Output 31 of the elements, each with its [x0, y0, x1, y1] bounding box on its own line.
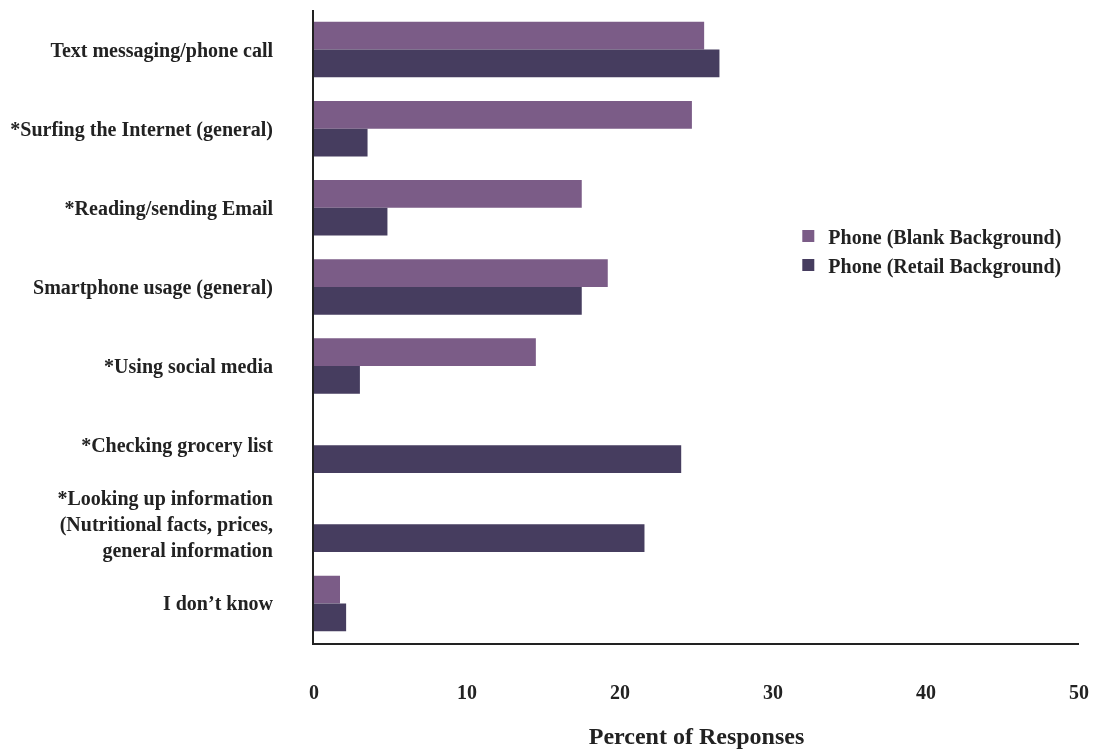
bar: [314, 575, 341, 604]
x-tick-label: 40: [916, 681, 936, 703]
bar: [314, 603, 347, 632]
y-tick-label: *Checking grocery list: [81, 434, 274, 458]
y-tick-label: *Looking up information (Nutritional facts, prices, general information: [57, 487, 273, 563]
y-tick-label: Text messaging/phone call: [50, 38, 274, 62]
y-tick-label: *Reading/sending Email: [64, 196, 274, 220]
x-tick-label: 20: [610, 681, 630, 703]
legend-label: Phone (Blank Background): [828, 225, 1062, 249]
y-tick-label: *Using social media: [104, 355, 273, 379]
bar: [314, 21, 705, 50]
legend-label: Phone (Retail Background): [828, 254, 1062, 278]
x-tick-label: 30: [763, 681, 783, 703]
bar: [314, 100, 692, 129]
x-axis-title: Percent of Responses: [588, 722, 805, 749]
bar: [314, 49, 720, 78]
bar: [314, 259, 608, 287]
x-tick-label: 50: [1069, 681, 1089, 703]
bar: [314, 180, 582, 208]
bar: [314, 524, 645, 553]
y-tick-label: I don’t know: [162, 592, 274, 615]
bar: [314, 366, 360, 394]
bar: [314, 286, 582, 315]
x-tick-label: 10: [457, 681, 477, 703]
y-tick-label: Smartphone usage (general): [33, 275, 273, 299]
bar: [314, 128, 368, 157]
bar: [314, 338, 536, 367]
x-tick-label: 0: [309, 681, 319, 703]
bar: [314, 207, 388, 236]
bar: [314, 445, 682, 473]
y-tick-label: *Surfing the Internet (general): [10, 117, 273, 141]
